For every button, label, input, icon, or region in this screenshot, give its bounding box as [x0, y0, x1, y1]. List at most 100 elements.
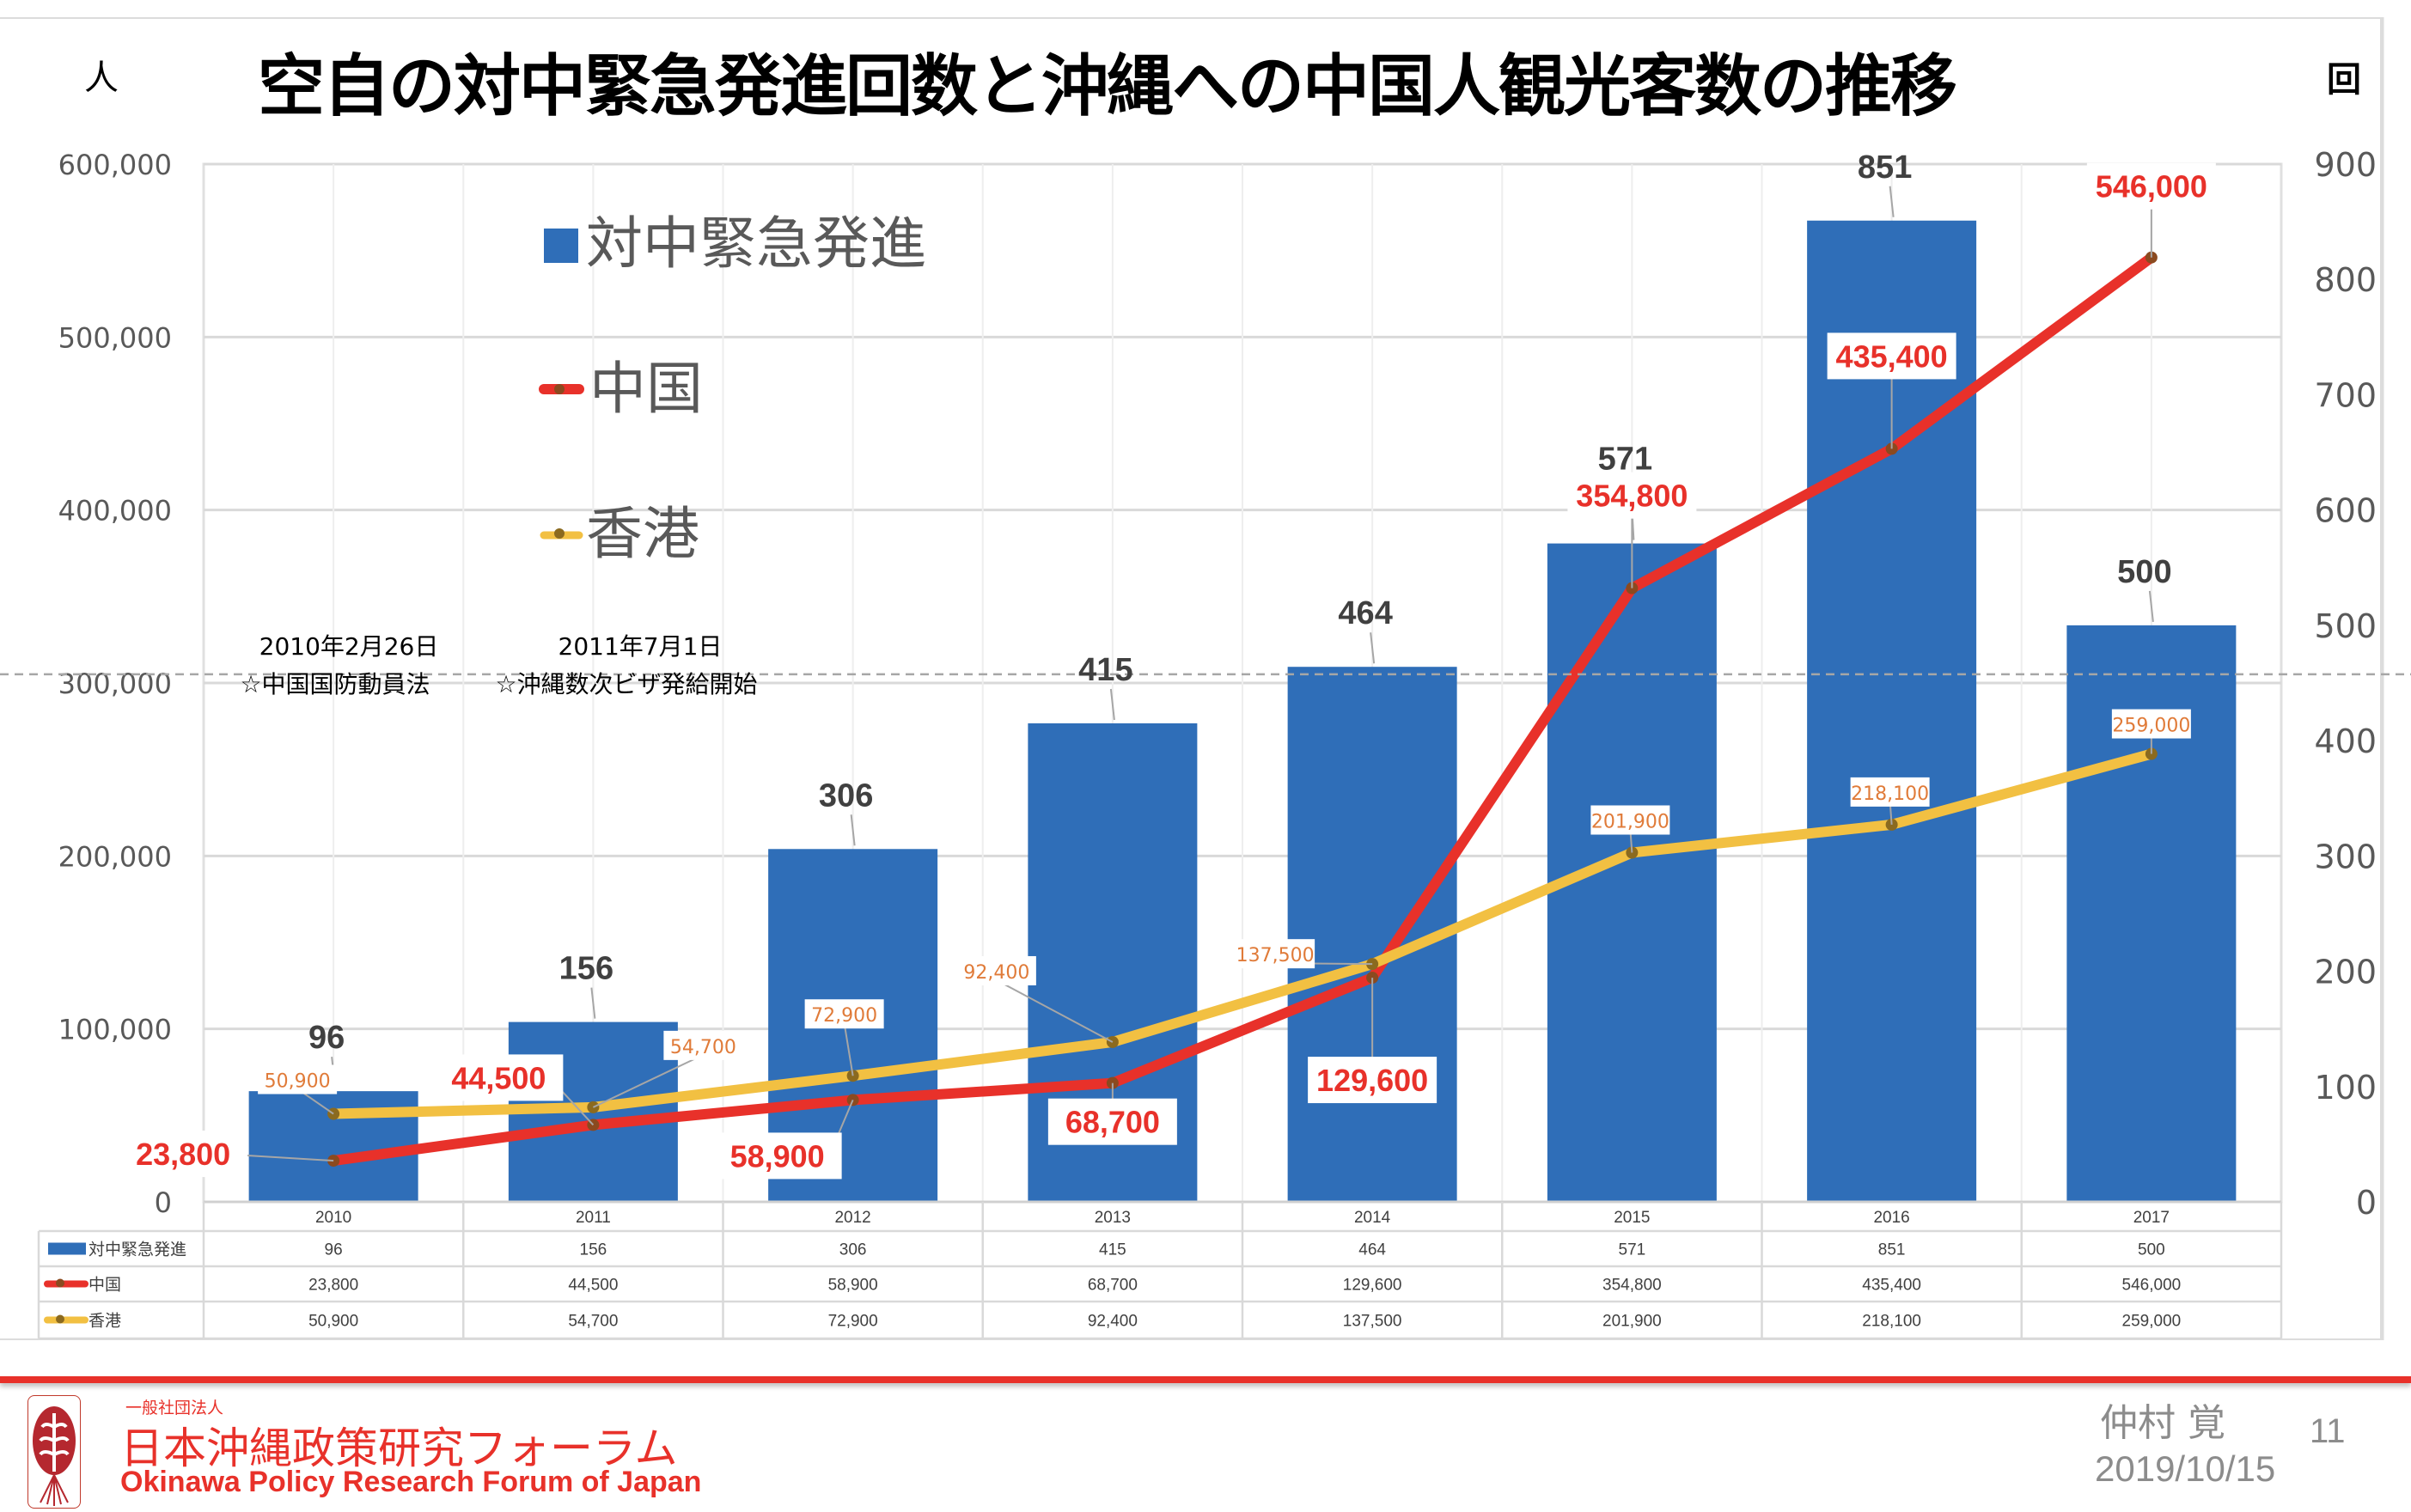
table-header-cell: 2016: [1873, 1209, 1909, 1227]
hk-data-label: 137,500: [1236, 945, 1315, 966]
cn-label-box: [2086, 162, 2216, 210]
table-cell: 464: [1358, 1241, 1386, 1259]
table-cell: 218,100: [1862, 1313, 1921, 1331]
legend-label-china: 中国: [589, 356, 703, 422]
y2-tick-label: 0: [2356, 1184, 2377, 1222]
page-number: 11: [2310, 1412, 2346, 1450]
hk-label-box: [1850, 777, 1930, 807]
org-type: 一般社団法人: [125, 1399, 224, 1418]
table-header-cell: 2011: [576, 1209, 611, 1227]
table-header-cell: 2010: [315, 1209, 351, 1227]
cn-label-box: [1567, 472, 1697, 519]
bar-data-label: 571: [1598, 442, 1652, 478]
slide-title: 空自の対中緊急発進回数と沖縄への中国人観光客数の推移: [258, 48, 1957, 125]
combo-chart: 0 100,000 200,000 300,000 400,000 500,000 600,…: [0, 17, 2411, 1340]
table-key-marker: [56, 1278, 64, 1288]
author: 仲村 覚: [2100, 1401, 2225, 1445]
table-key-marker: [56, 1314, 64, 1324]
cn-data-label: 354,800: [1576, 479, 1688, 514]
table-cell: 415: [1099, 1241, 1126, 1259]
org-name-ja: 日本沖縄政策研究フォーラム: [120, 1424, 678, 1473]
bar-data-label: 464: [1338, 595, 1392, 631]
annotation-text: ☆中国国防動員法: [240, 670, 430, 698]
hk-label-box: [804, 999, 884, 1029]
hk-data-label: 218,100: [1851, 783, 1929, 805]
table-cell: 50,900: [308, 1313, 358, 1331]
y-tick-label: 100,000: [58, 1014, 172, 1046]
annotation-text: ☆沖縄数次ビザ発給開始: [495, 670, 757, 698]
bar-data-label: 306: [819, 777, 873, 814]
table-cell: 259,000: [2122, 1313, 2182, 1331]
table-cell: 306: [839, 1241, 867, 1259]
hk-data-label: 72,900: [811, 1005, 877, 1027]
cn-data-label: 546,000: [2096, 169, 2207, 204]
table-cell: 58,900: [828, 1277, 878, 1295]
bar-label-leader: [590, 987, 596, 1019]
line-series: [327, 251, 2158, 1168]
table-cell: 354,800: [1602, 1277, 1662, 1295]
cn-label-box: [712, 1132, 842, 1180]
legend-label-scramble: 対中緊急発進: [586, 210, 926, 277]
bar-label-leader: [1370, 632, 1376, 664]
cn-label-box: [1308, 1057, 1437, 1104]
y-tick-label: 500,000: [58, 321, 172, 354]
y2-tick-label: 800: [2314, 261, 2377, 299]
bar-data-label: 851: [1858, 149, 1912, 186]
bar-label-leader: [2148, 590, 2154, 622]
hk-label-box: [956, 955, 1036, 985]
right-axis: 0 100 200 300 400 500 600 700 800 900: [2314, 17, 2384, 1340]
y-tick-label: 200,000: [58, 840, 172, 873]
hk-label-box: [2111, 709, 2191, 739]
cn-label-box: [1047, 1098, 1177, 1145]
bar-data-label: 415: [1078, 652, 1132, 688]
cn-label-box: [1827, 332, 1956, 380]
hk-data-label: 201,900: [1591, 812, 1669, 833]
table-cell: 546,000: [2122, 1277, 2182, 1295]
y-tick-label: 0: [155, 1186, 172, 1219]
line-中国: [328, 252, 2157, 1167]
hk-label-box: [1236, 939, 1315, 969]
slide-date: 2019/10/15: [2095, 1448, 2276, 1489]
annotation-date: 2010年2月26日: [259, 632, 439, 661]
table-cell: 137,500: [1343, 1313, 1402, 1331]
cn-label-box: [119, 1131, 248, 1178]
legend-hk-marker: [554, 528, 565, 539]
table-cell: 571: [1619, 1241, 1646, 1259]
cn-data-label: 58,900: [730, 1138, 825, 1174]
table-cell: 54,700: [568, 1313, 618, 1331]
legend-cn-marker: [554, 384, 565, 394]
cn-data-label: 68,700: [1065, 1105, 1160, 1140]
y-tick-label: 400,000: [58, 495, 172, 527]
legend-label-hongkong: 香港: [586, 501, 699, 567]
legend-bar-swatch: [544, 229, 578, 263]
cn-label-leader: [235, 1154, 334, 1162]
hk-data-label: 259,000: [2112, 716, 2190, 737]
y2-tick-label: 400: [2314, 722, 2377, 760]
table-cell: 44,500: [568, 1277, 618, 1295]
table-row-key: 対中緊急発進: [89, 1241, 186, 1259]
table-cell: 129,600: [1343, 1277, 1402, 1295]
cn-data-label: 129,600: [1316, 1063, 1428, 1098]
annotation-date: 2011年7月1日: [558, 632, 723, 661]
table-cell: 201,900: [1602, 1313, 1662, 1331]
table-header-cell: 2014: [1354, 1209, 1391, 1227]
table-key-swatch: [48, 1242, 86, 1255]
table-cell: 435,400: [1862, 1277, 1921, 1295]
table-cell: 72,900: [828, 1313, 878, 1331]
cn-data-label: 23,800: [136, 1137, 230, 1172]
y-tick-label: 300,000: [58, 668, 172, 700]
hk-data-label: 50,900: [265, 1071, 331, 1093]
bar-label-leader: [850, 814, 856, 846]
table-header-cell: 2013: [1095, 1209, 1131, 1227]
hk-label-leader: [592, 1053, 704, 1108]
bar-label-leader: [1889, 186, 1895, 217]
logo-icon: [27, 1395, 81, 1509]
hk-label-box: [1590, 805, 1670, 835]
y-tick-label: 600,000: [58, 149, 172, 181]
org-name-en: Okinawa Policy Research Forum of Japan: [120, 1466, 702, 1498]
table-header-cell: 2017: [2133, 1209, 2170, 1227]
hk-label-leader: [843, 1023, 854, 1076]
y2-tick-label: 900: [2314, 146, 2377, 184]
table-cell: 92,400: [1088, 1313, 1138, 1331]
table-cell: 23,800: [308, 1277, 358, 1295]
